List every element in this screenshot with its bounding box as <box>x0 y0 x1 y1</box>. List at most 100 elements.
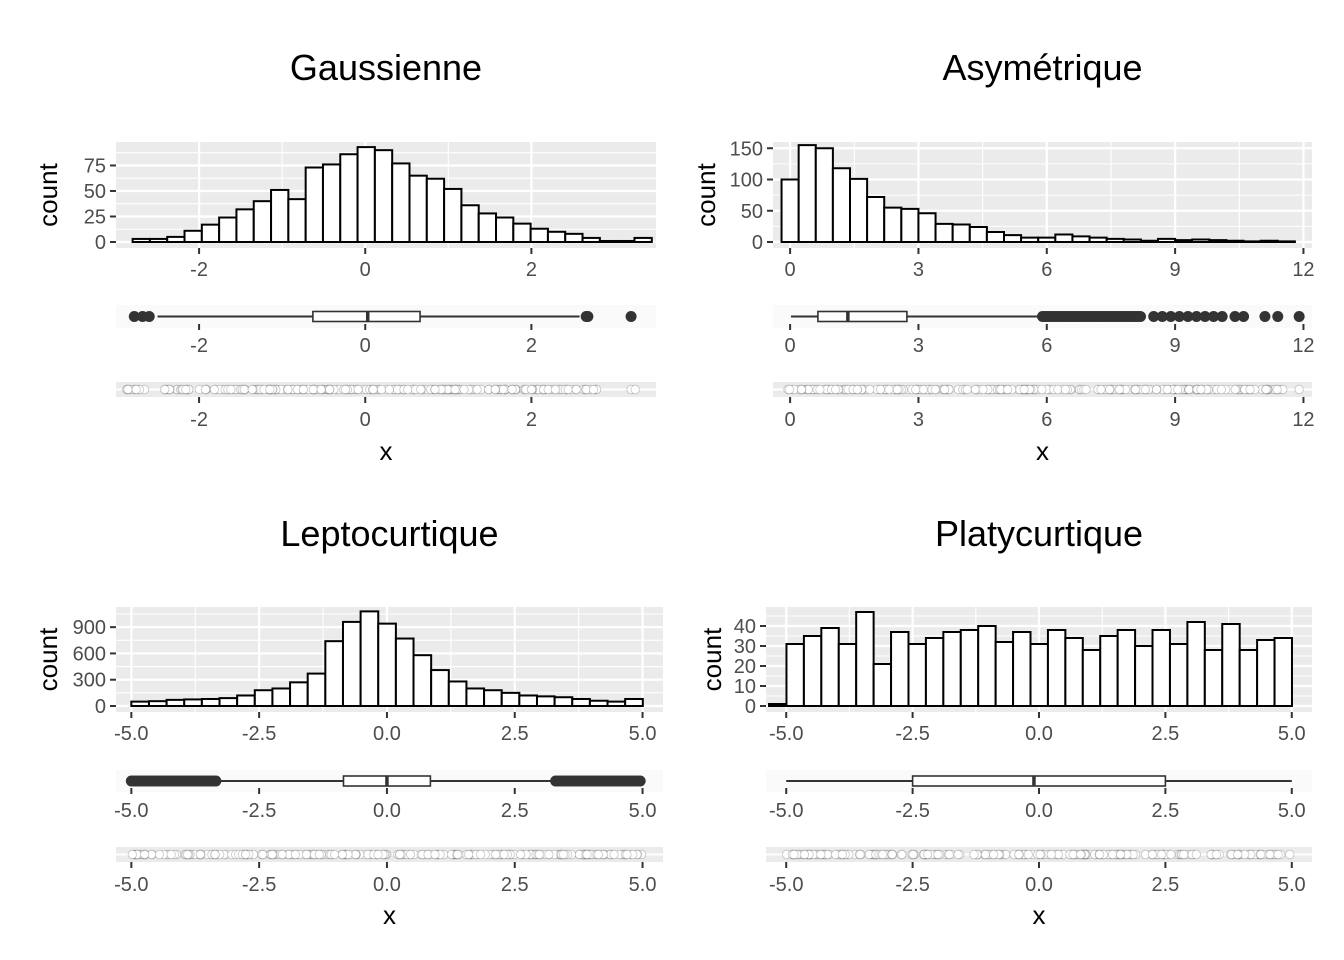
histogram-bar <box>1037 236 1057 243</box>
histogram-bar <box>797 144 817 243</box>
histogram-bar <box>477 212 498 244</box>
histogram-bar <box>447 680 468 708</box>
histogram-bar <box>1099 635 1119 707</box>
boxplot-outlier <box>1272 311 1284 322</box>
y-tick-label: 600 <box>73 643 106 665</box>
strip-point <box>226 384 236 395</box>
strip-point <box>368 384 378 395</box>
strip-point <box>878 849 888 860</box>
histogram-bar <box>1221 623 1241 707</box>
strip-point <box>267 849 277 860</box>
strip-point <box>609 849 619 860</box>
strip-point <box>908 849 918 860</box>
strip-point <box>962 384 972 395</box>
boxplot-box <box>817 310 908 323</box>
strip-point <box>1096 384 1106 395</box>
strip-point <box>1162 384 1172 395</box>
strip-point <box>1166 849 1176 860</box>
strip-point <box>239 384 250 395</box>
histogram-bar <box>831 167 852 243</box>
strip-point <box>1216 384 1227 395</box>
x-tick-label: 2.5 <box>1151 800 1179 822</box>
strip-point <box>969 849 979 860</box>
strip-point <box>314 849 325 860</box>
boxplot-outlier <box>1216 311 1228 322</box>
histogram-bar <box>465 687 486 708</box>
strip-point <box>1075 849 1086 860</box>
histogram-bar <box>500 691 521 707</box>
panel-title: Gaussienne <box>290 47 482 88</box>
histogram-bar <box>1071 235 1091 243</box>
x-tick-label: 2 <box>526 335 537 357</box>
histogram-bar <box>425 177 446 243</box>
strip-point <box>324 384 335 395</box>
x-tick-label: 5.0 <box>629 874 657 896</box>
histogram-bar <box>443 187 463 244</box>
histogram-bar <box>218 216 238 244</box>
histogram-bar <box>430 669 450 708</box>
histogram-bar <box>624 697 644 707</box>
panel-title: Platycurtique <box>935 513 1143 554</box>
strip-point <box>1196 384 1206 395</box>
histogram-bar <box>951 223 971 243</box>
histogram-bar <box>588 699 609 707</box>
boxplot-outlier <box>1199 311 1211 322</box>
strip-point <box>930 384 940 395</box>
x-tick-label: -2.5 <box>895 874 929 896</box>
strip-point <box>953 849 963 860</box>
histogram-bar <box>1208 239 1228 243</box>
strip-point <box>1104 384 1115 395</box>
x-tick-label: -2.5 <box>895 800 929 822</box>
strip-point <box>1002 384 1013 395</box>
histogram-bar <box>1064 637 1084 707</box>
histogram-bar <box>1174 239 1194 243</box>
x-tick-label: 9 <box>1170 259 1181 281</box>
histogram-bar <box>820 627 840 707</box>
strip-point <box>210 849 220 860</box>
strip-point <box>582 849 592 860</box>
histogram-bar <box>253 689 274 708</box>
histogram-bar <box>866 196 886 243</box>
strip-point <box>209 384 220 395</box>
histogram-bar <box>616 239 636 244</box>
histogram-bar <box>924 637 945 707</box>
x-tick-label: 0.0 <box>373 723 401 745</box>
strip-point <box>329 849 340 860</box>
strip-point <box>534 849 545 860</box>
x-tick-label: -5.0 <box>114 874 148 896</box>
histogram-bar <box>1259 239 1279 243</box>
strip-point <box>1256 849 1266 860</box>
strip-point <box>123 384 133 395</box>
histogram-bar <box>855 611 875 707</box>
x-tick-label: -5.0 <box>114 723 148 745</box>
x-tick-label: 12 <box>1292 335 1314 357</box>
x-tick-label: 0 <box>360 259 371 281</box>
strip-point <box>200 384 211 395</box>
strip-point <box>450 384 460 395</box>
strip-point <box>127 849 138 860</box>
histogram-bar <box>339 153 359 244</box>
histogram-bar <box>785 643 805 707</box>
histogram-bar <box>306 672 327 707</box>
strip-point <box>1019 384 1029 395</box>
strip-point <box>910 384 921 395</box>
strip-point <box>1294 384 1304 395</box>
histogram-bar <box>606 700 627 707</box>
panel-leptocurtique: Leptocurtique 0 300 600 900 -5.0 -2.5 0.0 2.5 5.0… <box>33 513 663 930</box>
strip-point <box>789 849 799 860</box>
strip-point <box>1156 849 1167 860</box>
strip-point <box>1023 849 1034 860</box>
x-tick-label: -2.5 <box>242 800 276 822</box>
strip-point <box>301 849 312 860</box>
strip-point <box>1285 849 1295 860</box>
histogram-bar <box>1105 237 1125 243</box>
y-tick-label: 0 <box>95 696 106 718</box>
y-tick-label: 40 <box>734 616 756 638</box>
panel-gaussienne: Gaussienne 0 25 50 75 -2 0 2 count -2 0 2 -2 0 2 x <box>33 47 656 466</box>
histogram-bar <box>147 700 168 707</box>
y-tick-label: 0 <box>752 232 763 254</box>
histogram-bar <box>1186 621 1206 707</box>
histogram-bar <box>1139 239 1160 243</box>
strip-point <box>430 849 440 860</box>
